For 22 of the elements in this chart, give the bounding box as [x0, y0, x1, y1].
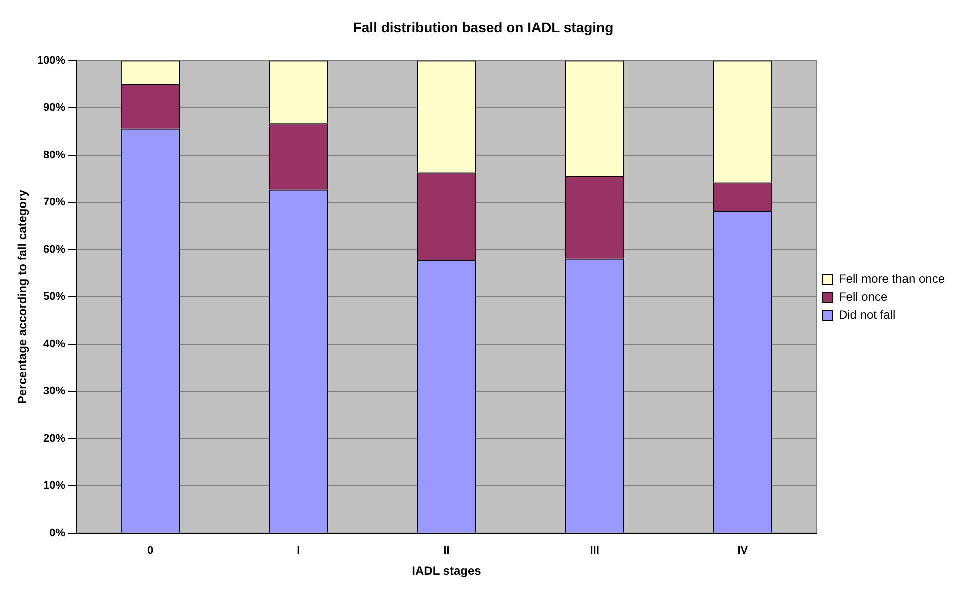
x-tick-label: IV: [738, 545, 749, 558]
y-tick-label: 0%: [50, 527, 66, 540]
legend-label: Fell more than once: [838, 272, 946, 286]
legend-label: Did not fall: [838, 308, 896, 322]
y-tick-label: 60%: [44, 244, 66, 256]
y-tick-label: 40%: [44, 338, 66, 350]
y-axis-title: Percentage according to fall category: [16, 190, 30, 404]
y-tick-label: 30%: [44, 386, 66, 398]
y-tick-label: 50%: [44, 291, 66, 304]
x-tick-label: 0: [148, 545, 154, 558]
y-tick-label: 20%: [44, 432, 66, 445]
y-tick-label: 90%: [44, 102, 66, 114]
x-tick-label: II: [444, 545, 450, 558]
y-tick-label: 70%: [44, 196, 66, 209]
y-tick-label: 100%: [37, 54, 66, 67]
x-tick-label: III: [590, 545, 600, 558]
chart-title: Fall distribution based on IADL staging: [353, 19, 614, 36]
y-tick-label: 10%: [44, 480, 66, 492]
y-tick-label: 80%: [44, 149, 66, 162]
x-tick-label: I: [297, 545, 300, 558]
x-axis-title: IADL stages: [412, 564, 482, 578]
legend-label: Fell once: [838, 290, 888, 304]
